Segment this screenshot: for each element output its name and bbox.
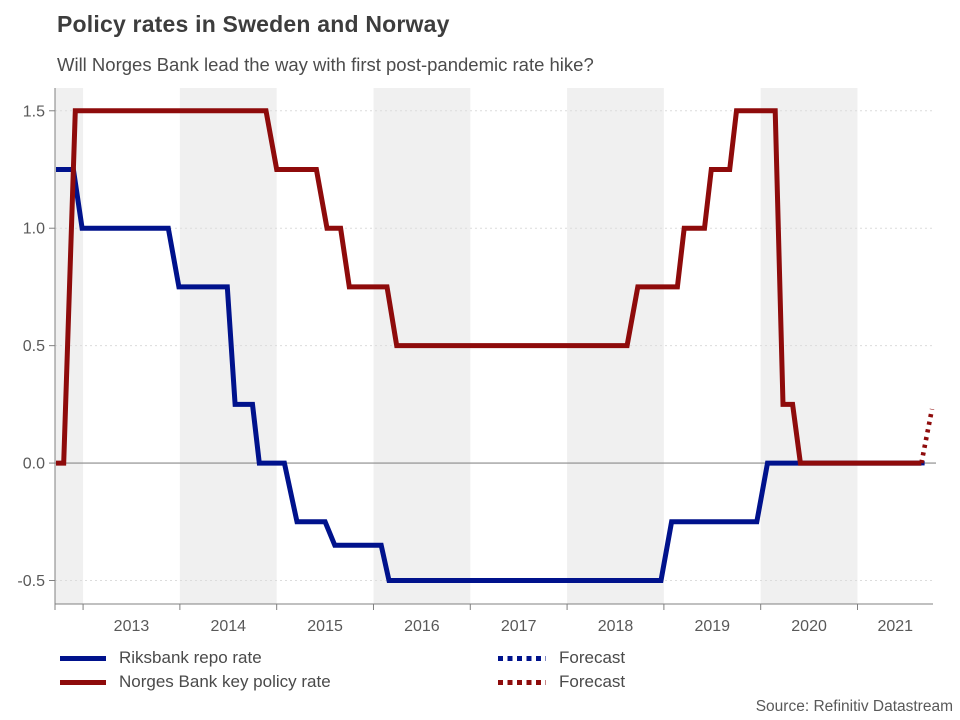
norges-line-swatch	[60, 679, 106, 685]
y-tick-label: -0.5	[17, 573, 45, 590]
legend-item-norges-forecast: Forecast	[498, 670, 920, 694]
riksbank-forecast-swatch	[498, 655, 546, 661]
x-tick-label: 2015	[307, 618, 343, 635]
chart-subtitle: Will Norges Bank lead the way with first…	[57, 54, 594, 75]
page-title: Policy rates in Sweden and Norway	[57, 11, 450, 37]
x-tick-label: 2018	[598, 618, 634, 635]
x-tick-label: 2013	[114, 618, 150, 635]
riksbank-line-swatch	[60, 655, 106, 661]
y-tick-label: 0.5	[23, 338, 45, 355]
legend-label-riksbank: Riksbank repo rate	[119, 648, 262, 667]
legend-item-norges: Norges Bank key policy rate	[60, 670, 498, 694]
y-tick-label: 1.5	[23, 103, 45, 120]
x-tick-label: 2021	[877, 618, 913, 635]
legend-item-riksbank: Riksbank repo rate	[60, 646, 498, 670]
series-forecast-norges	[919, 408, 935, 464]
x-tick-label: 2014	[210, 618, 246, 635]
x-tick-label: 2019	[694, 618, 730, 635]
x-tick-label: 2017	[501, 618, 537, 635]
legend-label-norges-forecast: Forecast	[559, 672, 626, 691]
year-band	[179, 88, 277, 604]
source-note: Source: Refinitiv Datastream	[755, 698, 953, 715]
y-tick-label: 1.0	[23, 221, 45, 238]
y-tick-label: 0.0	[23, 456, 45, 473]
x-tick-label: 2020	[791, 618, 827, 635]
legend: Riksbank repo rate Norges Bank key polic…	[60, 646, 920, 694]
series-norges	[56, 108, 922, 466]
legend-item-riksbank-forecast: Forecast	[498, 646, 920, 670]
x-tick-label: 2016	[404, 618, 440, 635]
legend-label-norges: Norges Bank key policy rate	[119, 672, 331, 691]
series-riksbank	[56, 167, 922, 583]
norges-forecast-swatch	[498, 679, 546, 685]
legend-label-riksbank-forecast: Forecast	[559, 648, 626, 667]
